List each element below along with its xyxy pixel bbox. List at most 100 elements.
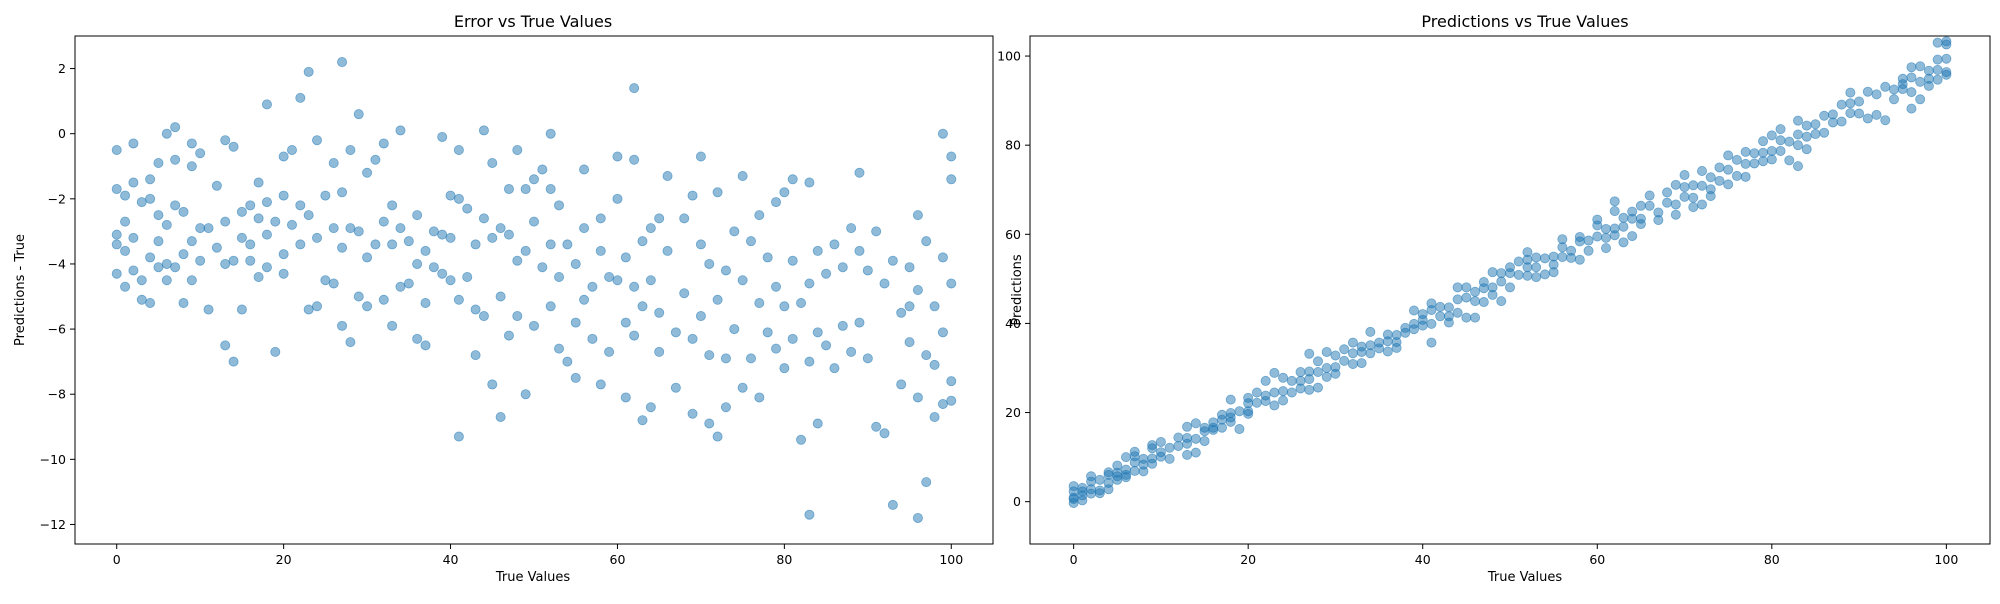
data-point	[1897, 84, 1908, 95]
data-point	[1662, 197, 1673, 208]
data-point	[745, 353, 756, 364]
data-point	[1644, 190, 1655, 201]
data-point	[645, 402, 656, 413]
data-point	[420, 298, 431, 309]
data-point	[453, 193, 464, 204]
data-point	[512, 144, 523, 155]
data-point	[178, 298, 189, 309]
data-point	[195, 255, 206, 266]
data-point	[1391, 342, 1402, 353]
data-point	[1915, 76, 1926, 87]
data-point	[670, 327, 681, 338]
data-point	[1487, 267, 1498, 278]
data-point	[1697, 180, 1708, 191]
x-ticks: 0 20 40 60 80 100	[113, 544, 963, 567]
data-point	[562, 239, 573, 250]
y-tick-label: −12	[40, 517, 66, 532]
data-point	[312, 232, 323, 243]
data-point	[228, 255, 239, 266]
data-point	[879, 278, 890, 289]
data-point	[1417, 320, 1428, 331]
data-point	[654, 346, 665, 357]
data-point	[437, 131, 448, 142]
data-point	[286, 219, 297, 230]
data-point	[1915, 94, 1926, 105]
data-point	[420, 340, 431, 351]
y-tick-label: 0	[1013, 494, 1021, 509]
data-point	[1103, 484, 1114, 495]
data-point	[570, 258, 581, 269]
data-point	[687, 333, 698, 344]
data-point	[170, 154, 181, 165]
data-point	[629, 330, 640, 341]
data-point	[1941, 53, 1952, 64]
y-tick-label: −10	[40, 452, 66, 467]
data-point	[203, 223, 214, 234]
data-point	[1382, 336, 1393, 347]
chart-title: Error vs True Values	[454, 12, 612, 31]
data-point	[1889, 84, 1900, 95]
data-point	[1766, 130, 1777, 141]
data-point	[478, 213, 489, 224]
y-tick-label: 40	[1005, 316, 1021, 331]
data-point	[712, 187, 723, 198]
data-point	[1129, 465, 1140, 476]
data-point	[754, 210, 765, 221]
data-point	[253, 177, 264, 188]
data-point	[1714, 162, 1725, 173]
data-point	[1278, 395, 1289, 406]
data-point	[595, 245, 606, 256]
data-point	[1217, 422, 1228, 433]
data-point	[1173, 440, 1184, 451]
data-point	[428, 226, 439, 237]
data-point	[462, 203, 473, 214]
data-point	[1321, 362, 1332, 373]
data-point	[545, 239, 556, 250]
data-point	[512, 255, 523, 266]
data-point	[620, 317, 631, 328]
data-point	[1609, 196, 1620, 207]
data-point	[1496, 296, 1507, 307]
data-point	[912, 284, 923, 295]
data-point	[529, 174, 540, 185]
data-point	[737, 275, 748, 286]
data-point	[570, 317, 581, 328]
data-point	[203, 304, 214, 315]
data-point	[153, 210, 164, 221]
data-point	[1906, 62, 1917, 73]
data-point	[412, 258, 423, 269]
data-point	[1260, 395, 1271, 406]
data-point	[1688, 192, 1699, 203]
data-point	[253, 271, 264, 282]
y-tick-label: 20	[1005, 405, 1021, 420]
data-point	[1723, 164, 1734, 175]
y-tick-label: −6	[48, 322, 66, 337]
data-point	[1487, 289, 1498, 300]
x-tick-label: 0	[113, 552, 121, 567]
data-point	[1705, 190, 1716, 201]
data-point	[1923, 80, 1934, 91]
data-point	[946, 174, 957, 185]
data-point	[1251, 397, 1262, 408]
data-point	[428, 262, 439, 273]
data-point	[1304, 348, 1315, 359]
data-point	[1793, 129, 1804, 140]
data-point	[412, 210, 423, 221]
data-point	[1635, 200, 1646, 211]
data-point	[395, 281, 406, 292]
data-point	[211, 242, 222, 253]
error-vs-true-panel: Error vs True Values −12 −10 −8 −6 −4 −2 0 2 0 2…	[13, 12, 994, 585]
data-point	[1775, 124, 1786, 135]
data-point	[403, 278, 414, 289]
data-point	[804, 177, 815, 188]
data-point	[370, 239, 381, 250]
data-point	[1365, 326, 1376, 337]
data-point	[261, 197, 272, 208]
data-point	[846, 223, 857, 234]
data-point	[1470, 286, 1481, 297]
data-point	[128, 138, 139, 149]
data-point	[704, 418, 715, 429]
data-point	[1513, 256, 1524, 267]
data-point	[1225, 416, 1236, 427]
data-point	[370, 154, 381, 165]
